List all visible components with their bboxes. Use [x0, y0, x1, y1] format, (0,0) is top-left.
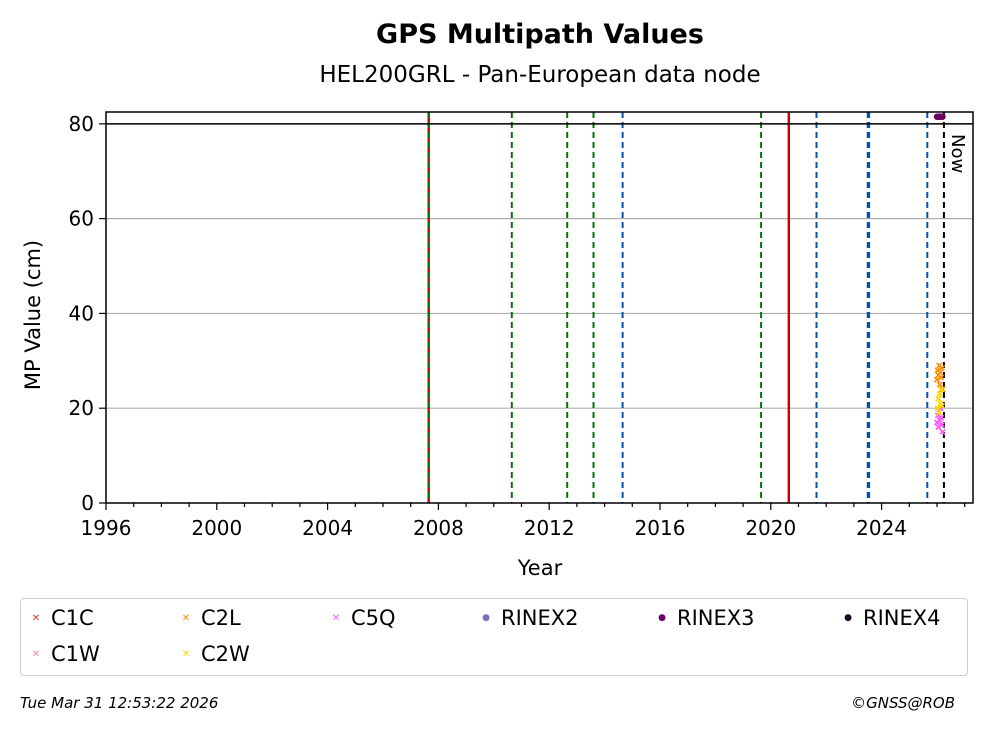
data-point-c2w	[936, 390, 943, 398]
data-point-c5q	[938, 421, 946, 428]
marker-stroke	[939, 386, 946, 393]
marker-stroke	[938, 421, 946, 428]
data-point-c2l	[933, 376, 941, 383]
event-lines	[106, 112, 973, 503]
legend-label: RINEX3	[677, 606, 755, 630]
marker-stroke	[936, 381, 943, 388]
marker-stroke	[937, 369, 944, 376]
x-axis-label: Year	[517, 556, 563, 580]
marker-stroke	[936, 362, 943, 369]
legend-item-rinex2: ● RINEX2	[479, 605, 579, 631]
marker-stroke	[936, 409, 943, 417]
marker-stroke	[938, 386, 945, 393]
legend-label: C1W	[51, 642, 100, 666]
marker-stroke	[936, 390, 943, 398]
data-point-c5q	[938, 414, 945, 421]
x-tick-label: 2020	[745, 516, 796, 540]
legend-item-c5q: ✕ C5Q	[329, 605, 396, 631]
legend-marker: ✕	[331, 612, 341, 624]
legend-item-c2l: ✕ C2L	[179, 605, 241, 631]
marker-stroke	[938, 364, 946, 371]
data-point-c2l	[938, 364, 946, 371]
legend-marker: ●	[658, 612, 666, 623]
plot-frame	[105, 111, 974, 504]
legend-item-rinex3: ● RINEX3	[655, 605, 755, 631]
data-points	[933, 113, 946, 435]
legend-label: RINEX4	[863, 606, 941, 630]
legend-marker: ●	[482, 612, 490, 623]
x-tick-label: 1996	[81, 516, 132, 540]
data-point-c2l	[939, 386, 946, 393]
legend-marker: ✕	[31, 648, 41, 660]
y-tick-label: 60	[69, 207, 94, 231]
data-point-c5q	[935, 424, 942, 431]
data-point-c5q	[939, 428, 946, 435]
x-tick-label: 2004	[302, 516, 353, 540]
timestamp: Tue Mar 31 12:53:22 2026	[20, 694, 219, 712]
x-tick-label: 2012	[524, 516, 575, 540]
x-tick-label: 2016	[635, 516, 686, 540]
multipath-chart: GPS Multipath Values HEL200GRL - Pan-Eur…	[21, 19, 974, 580]
data-point-c2w	[934, 405, 941, 412]
data-point-c2l	[936, 381, 943, 388]
marker-stroke	[938, 402, 946, 409]
marker-stroke	[935, 424, 942, 431]
x-tick-label: 2024	[856, 516, 907, 540]
data-point-c2w	[938, 402, 946, 409]
x-tick-label: 2008	[413, 516, 464, 540]
legend-item-c1c: ✕ C1C	[29, 605, 94, 631]
data-point-c2l	[937, 369, 944, 376]
x-tick-label: 2000	[191, 516, 242, 540]
legend-marker: ✕	[31, 612, 41, 624]
legend-marker: ✕	[181, 648, 191, 660]
legend: ✕ C1C ✕ C2L ✕ C5Q ● RINEX2 ● RINEX3 ● RINEX4 ✕ C1W ✕ C2…	[20, 598, 968, 676]
legend-item-rinex4: ● RINEX4	[841, 605, 941, 631]
marker-stroke	[939, 428, 946, 435]
legend-label: C2L	[201, 606, 241, 630]
chart-title: GPS Multipath Values	[376, 19, 704, 50]
axes: 1996 2000 2004 2008 2012 2016 2020 2024 0 20 40 60 8…	[69, 111, 974, 540]
legend-label: C2W	[201, 642, 250, 666]
legend-label: C1C	[51, 606, 94, 630]
data-point-rinex3	[939, 113, 946, 120]
data-point-c2w	[935, 395, 942, 402]
marker-stroke	[933, 376, 941, 383]
data-point-c2w	[938, 386, 945, 393]
marker-stroke	[934, 367, 941, 374]
legend-marker: ●	[844, 612, 852, 623]
y-tick-label: 0	[81, 491, 94, 515]
legend-label: C5Q	[351, 606, 396, 630]
grid-lines	[106, 123, 973, 409]
legend-item-c2w: ✕ C2W	[179, 641, 250, 667]
y-axis-label: MP Value (cm)	[21, 240, 45, 390]
copyright: ©GNSS@ROB	[851, 694, 955, 712]
legend-label: RINEX2	[501, 606, 579, 630]
y-tick-label: 40	[69, 301, 94, 325]
legend-marker: ✕	[181, 612, 191, 624]
legend-item-c1w: ✕ C1W	[29, 641, 100, 667]
data-point-c2w	[936, 409, 943, 417]
marker-stroke	[935, 395, 942, 402]
y-tick-label: 20	[69, 396, 94, 420]
marker-stroke	[934, 405, 941, 412]
marker-stroke	[938, 374, 945, 381]
now-label: Now	[947, 134, 968, 173]
marker-stroke	[938, 414, 945, 421]
chart-subtitle: HEL200GRL - Pan-European data node	[319, 62, 760, 88]
y-tick-label: 80	[69, 112, 94, 136]
data-point-c2l	[938, 374, 945, 381]
